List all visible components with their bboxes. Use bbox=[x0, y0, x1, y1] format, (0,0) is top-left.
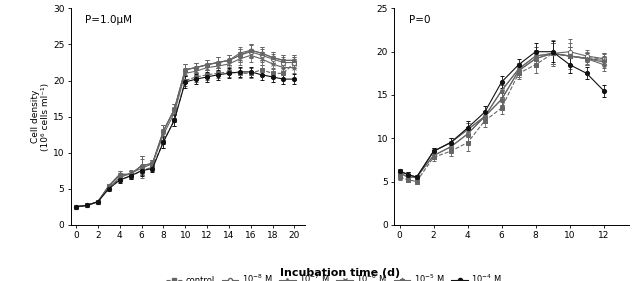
Legend: control, $10^{-8}$ M, $10^{-7}$ M, $10^{-6}$ M, $10^{-5}$ M, $10^{-4}$ M: control, $10^{-8}$ M, $10^{-7}$ M, $10^{… bbox=[162, 269, 505, 281]
Y-axis label: Cell density
(10⁶ cells ml⁻¹): Cell density (10⁶ cells ml⁻¹) bbox=[31, 83, 50, 151]
Text: P=0: P=0 bbox=[408, 15, 430, 25]
Text: P=1.0μM: P=1.0μM bbox=[85, 15, 132, 25]
Text: Incubation time (d): Incubation time (d) bbox=[280, 268, 401, 278]
